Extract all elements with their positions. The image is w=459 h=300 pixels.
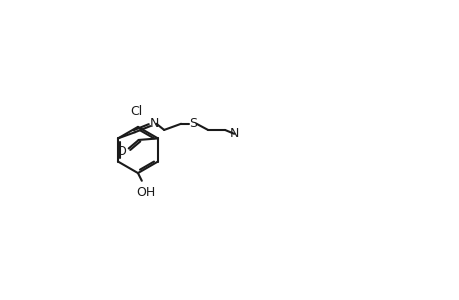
Text: S: S xyxy=(188,117,196,130)
Text: OH: OH xyxy=(136,186,155,199)
Text: Cl: Cl xyxy=(130,105,142,118)
Text: O: O xyxy=(116,145,126,158)
Text: N: N xyxy=(149,117,158,130)
Text: N: N xyxy=(229,127,238,140)
